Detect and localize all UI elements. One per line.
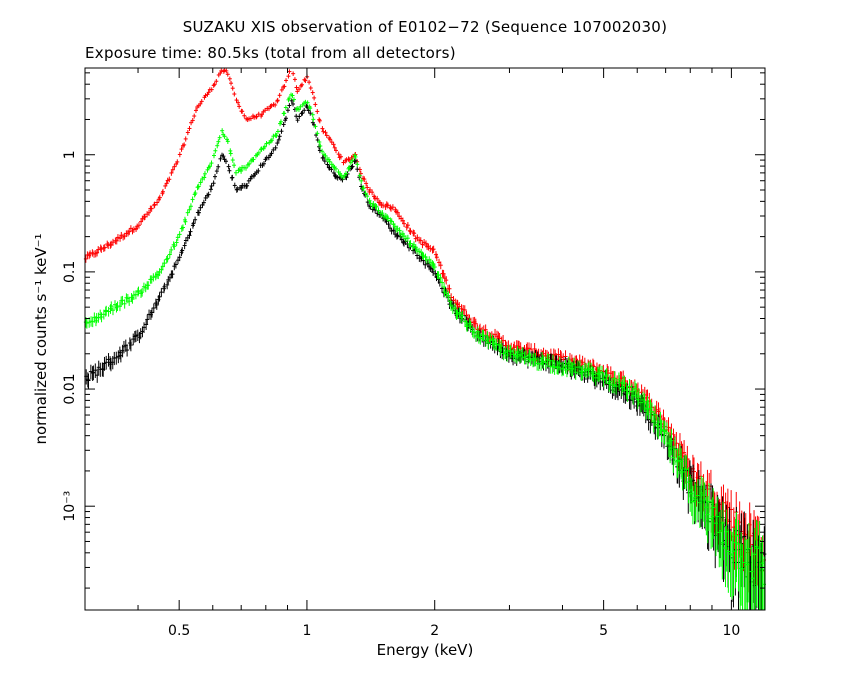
y-tick-label: 0.1 [62, 261, 78, 283]
y-tick-label: 10⁻³ [62, 491, 78, 522]
series-1 [84, 98, 767, 610]
series-0 [83, 68, 766, 610]
chart-subtitle: Exposure time: 80.5ks (total from all de… [85, 44, 456, 62]
x-axis-label: Energy (keV) [377, 641, 474, 659]
series-layer [83, 68, 767, 610]
y-tick-label: 1 [62, 150, 78, 159]
y-axis-label: normalized counts s⁻¹ keV⁻¹ [32, 233, 50, 444]
x-tick-label: 2 [430, 623, 439, 639]
plot-frame [84, 67, 766, 611]
x-tick-label: 0.5 [168, 623, 190, 639]
x-tick-label: 10 [722, 623, 740, 639]
chart-title: SUZAKU XIS observation of E0102−72 (Sequ… [182, 18, 668, 36]
ticks-layer: 0.5 1 2 5 10 1 0.1 0.01 10⁻³ [62, 68, 765, 639]
x-tick-label: 1 [302, 623, 311, 639]
x-tick-label: 5 [599, 623, 608, 639]
y-tick-label: 0.01 [62, 373, 78, 404]
series-2 [83, 92, 766, 610]
